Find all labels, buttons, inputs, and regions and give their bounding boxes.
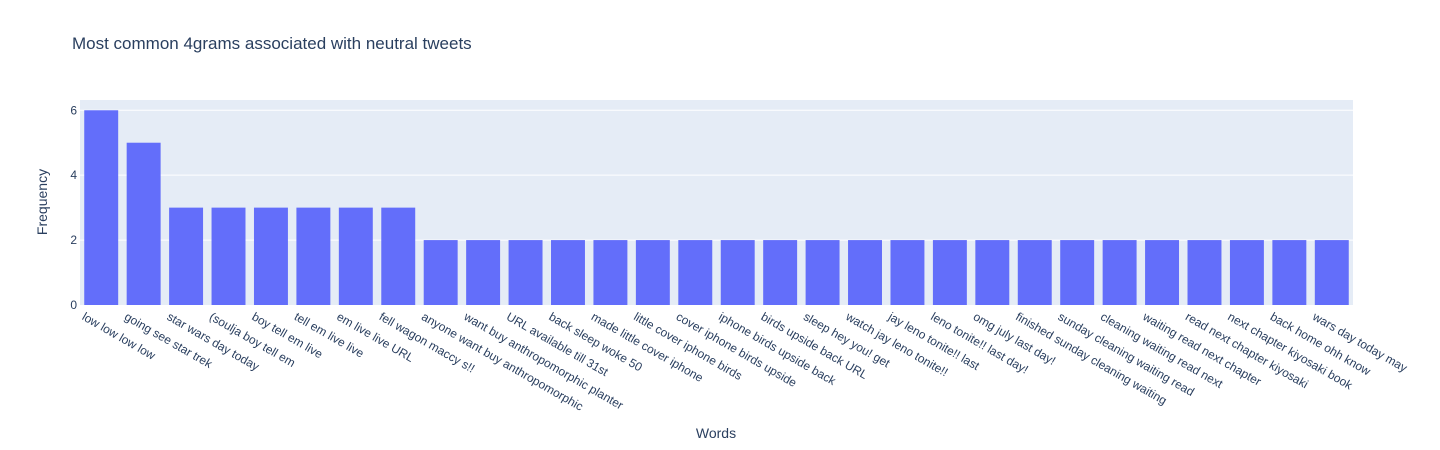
bar[interactable] [805,240,840,305]
bar[interactable] [932,240,967,305]
bar[interactable] [169,207,204,305]
bars [84,110,1349,305]
bar[interactable] [635,240,670,305]
bar[interactable] [1187,240,1222,305]
y-tick-label: 6 [70,103,77,117]
x-tick-label: low low low low [80,309,158,362]
bar[interactable] [508,240,543,305]
bar[interactable] [211,207,246,305]
bar[interactable] [1060,240,1095,305]
bar[interactable] [1314,240,1349,305]
bar[interactable] [84,110,119,305]
y-tick-label: 4 [70,168,77,182]
bar[interactable] [381,207,416,305]
y-tick-labels: 0 2 4 6 [70,103,77,312]
y-axis-title: Frequency [34,169,50,235]
y-gridlines [80,109,1353,241]
bar[interactable] [253,207,288,305]
bar[interactable] [1017,240,1052,305]
bar[interactable] [890,240,925,305]
bar[interactable] [1272,240,1307,305]
chart-title: Most common 4grams associated with neutr… [72,34,472,53]
bar[interactable] [126,142,161,305]
bar[interactable] [593,240,628,305]
bar[interactable] [466,240,501,305]
bar[interactable] [1102,240,1137,305]
bar[interactable] [720,240,755,305]
bar[interactable] [551,240,585,305]
bar[interactable] [423,240,458,305]
bar[interactable] [975,240,1010,305]
bar[interactable] [296,207,331,305]
plot-background [80,100,1353,305]
y-tick-label: 0 [70,298,77,312]
bar[interactable] [1229,240,1264,305]
bar[interactable] [848,240,882,305]
x-axis-title: Words [696,425,736,441]
bar[interactable] [338,207,373,305]
bar[interactable] [678,240,713,305]
y-tick-label: 2 [70,233,77,247]
bar[interactable] [1145,240,1180,305]
bar[interactable] [763,240,798,305]
